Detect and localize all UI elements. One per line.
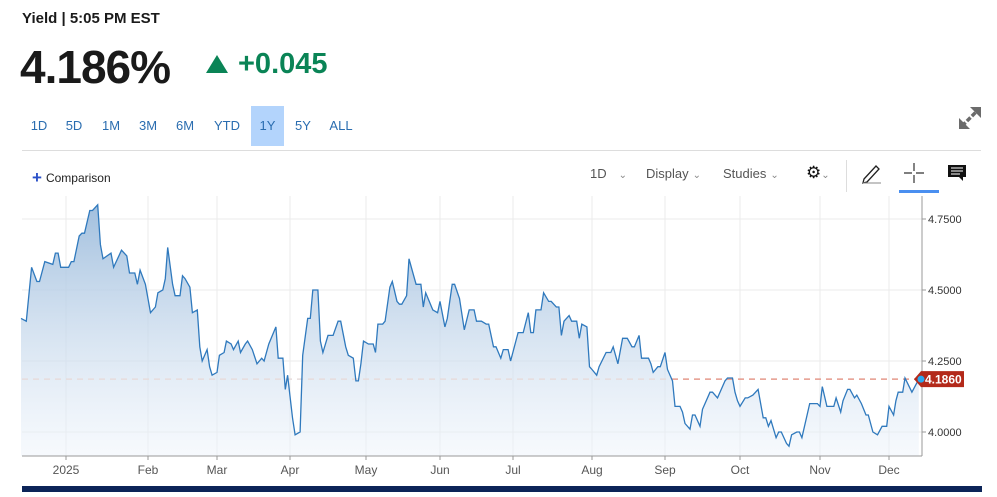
last-price: 4.186% bbox=[20, 41, 171, 93]
pencil-icon[interactable] bbox=[860, 162, 884, 184]
toolbar-separator bbox=[846, 160, 847, 192]
navigator-bar[interactable] bbox=[22, 486, 982, 492]
series-area bbox=[21, 204, 919, 456]
range-5y[interactable]: 5Y bbox=[295, 118, 311, 133]
x-tick-label: Nov bbox=[809, 463, 830, 477]
studies-dropdown[interactable]: Studies ⌄ bbox=[723, 166, 779, 181]
axes bbox=[22, 196, 923, 457]
series-line bbox=[20, 203, 920, 448]
chevron-down-icon: ⌄ bbox=[692, 170, 702, 181]
settings-button[interactable]: ⚙⌄ bbox=[806, 163, 830, 183]
last-value-label: 4.1860 bbox=[925, 373, 962, 387]
chevron-down-icon: ⌄ bbox=[618, 170, 628, 181]
range-1y[interactable]: 1Y bbox=[251, 106, 284, 146]
x-tick-label: Dec bbox=[878, 463, 899, 477]
last-point-marker bbox=[917, 375, 925, 383]
y-tick-label: 4.0000 bbox=[928, 427, 962, 439]
x-tick-label: Apr bbox=[281, 463, 300, 477]
y-tick-label: 4.7500 bbox=[928, 214, 962, 226]
range-1m[interactable]: 1M bbox=[101, 118, 121, 133]
interval-dropdown[interactable]: 1D ⌄ bbox=[590, 166, 627, 181]
price-change: +0.045 bbox=[238, 48, 328, 80]
display-dropdown[interactable]: Display ⌄ bbox=[646, 166, 701, 181]
x-tick-label: Jun bbox=[430, 463, 449, 477]
quote-title: Yield | 5:05 PM EST bbox=[22, 10, 160, 27]
comparison-label: Comparison bbox=[45, 171, 111, 185]
display-label: Display bbox=[646, 166, 689, 181]
range-ytd[interactable]: YTD bbox=[214, 118, 240, 133]
active-tool-indicator bbox=[899, 190, 939, 193]
chevron-down-icon: ⌄ bbox=[821, 170, 830, 181]
studies-label: Studies bbox=[723, 166, 767, 181]
x-tick-label: Jul bbox=[505, 463, 520, 477]
y-tick-label: 4.5000 bbox=[928, 285, 962, 297]
comment-icon[interactable] bbox=[947, 164, 967, 182]
range-3m[interactable]: 3M bbox=[138, 118, 158, 133]
range-1d[interactable]: 1D bbox=[30, 118, 48, 133]
expand-icon[interactable] bbox=[956, 104, 984, 132]
y-tick-label: 4.2500 bbox=[928, 356, 962, 368]
y-axis-ticks: 4.0000 4.2500 4.5000 4.7500 bbox=[922, 214, 962, 439]
divider bbox=[22, 150, 981, 151]
x-tick-label: May bbox=[355, 463, 378, 477]
x-tick-label: 2025 bbox=[53, 463, 80, 477]
range-6m[interactable]: 6M bbox=[175, 118, 195, 133]
plus-icon: + bbox=[32, 168, 42, 187]
range-5d[interactable]: 5D bbox=[65, 118, 83, 133]
x-tick-label: Sep bbox=[654, 463, 676, 477]
x-tick-label: Aug bbox=[581, 463, 602, 477]
last-value-tag: 4.1860 bbox=[914, 371, 964, 388]
add-comparison-button[interactable]: + Comparison bbox=[32, 168, 111, 188]
x-axis-ticks: 2025 Feb Mar Apr May Jun Jul Aug Sep Oct Nov Dec bbox=[53, 456, 900, 477]
range-all[interactable]: ALL bbox=[329, 118, 353, 133]
up-triangle-icon bbox=[206, 55, 228, 73]
x-tick-label: Oct bbox=[731, 463, 750, 477]
gear-icon: ⚙ bbox=[806, 163, 822, 182]
crosshair-icon[interactable] bbox=[903, 162, 925, 184]
x-tick-label: Mar bbox=[207, 463, 228, 477]
x-tick-label: Feb bbox=[138, 463, 159, 477]
interval-label: 1D bbox=[590, 166, 607, 181]
chevron-down-icon: ⌄ bbox=[770, 170, 779, 181]
